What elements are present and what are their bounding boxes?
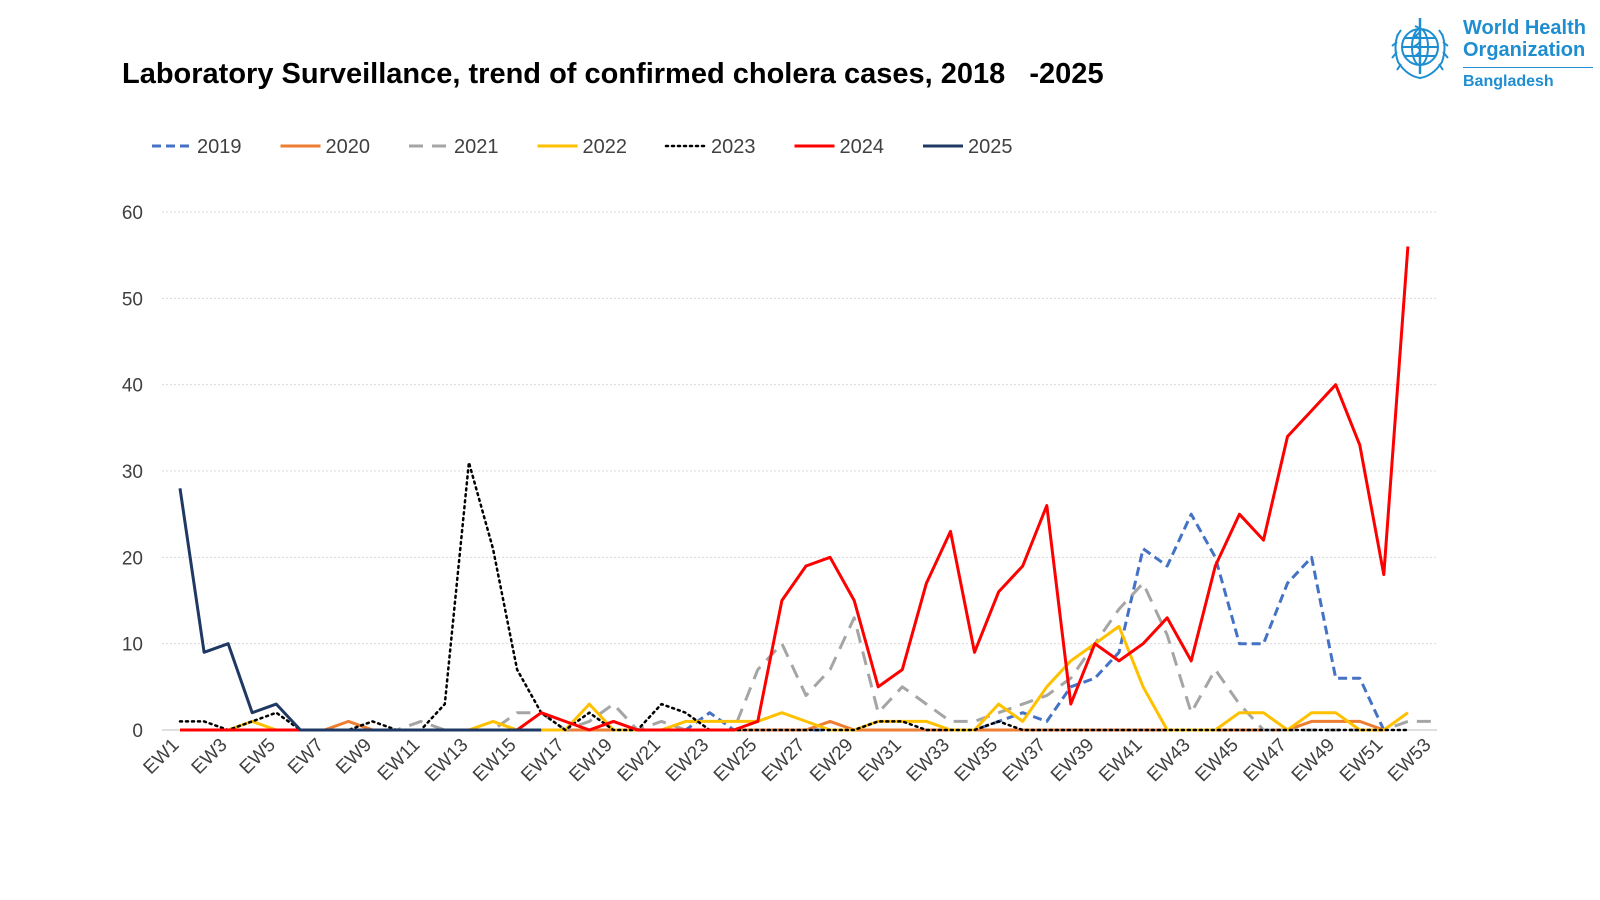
y-tick-label: 20: [122, 548, 143, 569]
x-tick-label: EW43: [1143, 735, 1194, 786]
x-tick-label: EW53: [1384, 735, 1435, 786]
x-tick-label: EW7: [284, 735, 328, 779]
y-tick-label: 30: [122, 462, 143, 483]
legend-label-2021: 2021: [454, 136, 499, 158]
y-tick-label: 40: [122, 376, 143, 397]
who-logo-line2: Organization: [1463, 39, 1586, 61]
x-tick-label: EW29: [806, 735, 857, 786]
x-tick-label: EW47: [1240, 735, 1291, 786]
legend-label-2023: 2023: [711, 136, 756, 158]
x-tick-label: EW19: [565, 735, 616, 786]
series-line-2024: [180, 246, 1410, 732]
y-tick-label: 50: [122, 289, 143, 310]
x-tick-label: EW51: [1336, 735, 1387, 786]
chart-series: [178, 246, 1432, 732]
x-tick-label: EW39: [1047, 735, 1098, 786]
x-tick-label: EW3: [188, 735, 232, 779]
legend-label-2020: 2020: [326, 136, 371, 158]
legend-label-2022: 2022: [583, 136, 628, 158]
legend-label-2024: 2024: [840, 136, 885, 158]
x-axis: EW1 EW3 EW5 EW7 EW9EW11EW13EW15EW17EW19EW21E…: [140, 735, 1436, 786]
series-line-2023: [178, 461, 1410, 732]
x-tick-label: EW33: [903, 735, 954, 786]
who-emblem-icon: [1391, 18, 1449, 80]
x-tick-label: EW9: [332, 735, 376, 779]
x-tick-label: EW5: [236, 735, 280, 779]
who-logo-country: Bangladesh: [1463, 73, 1554, 90]
who-logo-divider: [1463, 67, 1593, 68]
y-tick-label: 0: [132, 721, 143, 742]
x-tick-label: EW1: [140, 735, 184, 779]
x-tick-label: EW23: [662, 735, 713, 786]
series-line-2021: [180, 581, 1432, 732]
series-line-2022: [180, 624, 1409, 732]
series-line-2019: [180, 512, 1386, 732]
x-tick-label: EW11: [374, 735, 424, 785]
chart-gridlines: [162, 211, 1437, 731]
x-tick-label: EW15: [469, 735, 520, 786]
legend-label-2025: 2025: [968, 136, 1013, 158]
x-tick-label: EW31: [854, 735, 905, 786]
legend-label-2019: 2019: [197, 136, 242, 158]
chart-title: Laboratory Surveillance, trend of confir…: [122, 58, 1104, 90]
x-tick-label: EW35: [951, 735, 1002, 786]
x-tick-label: EW27: [758, 735, 809, 786]
x-tick-label: EW13: [421, 735, 472, 786]
x-tick-label: EW49: [1288, 735, 1339, 786]
x-tick-label: EW41: [1095, 735, 1146, 786]
x-tick-label: EW25: [710, 735, 761, 786]
y-tick-label: 60: [122, 203, 143, 224]
x-tick-label: EW21: [614, 735, 665, 786]
y-tick-label: 10: [122, 635, 143, 656]
chart-legend: 2019 2020 2021 2022 2023 2024 2025: [152, 136, 1013, 158]
x-tick-label: EW17: [517, 735, 568, 786]
who-logo-line1: World Health: [1463, 17, 1586, 39]
x-tick-label: EW45: [1191, 735, 1242, 786]
who-logo: World Health Organization Bangladesh: [1385, 10, 1595, 100]
y-axis: 0 10 20 30 40 50 60: [122, 203, 143, 742]
x-tick-label: EW37: [999, 735, 1050, 786]
series-line-2025: [178, 488, 542, 732]
